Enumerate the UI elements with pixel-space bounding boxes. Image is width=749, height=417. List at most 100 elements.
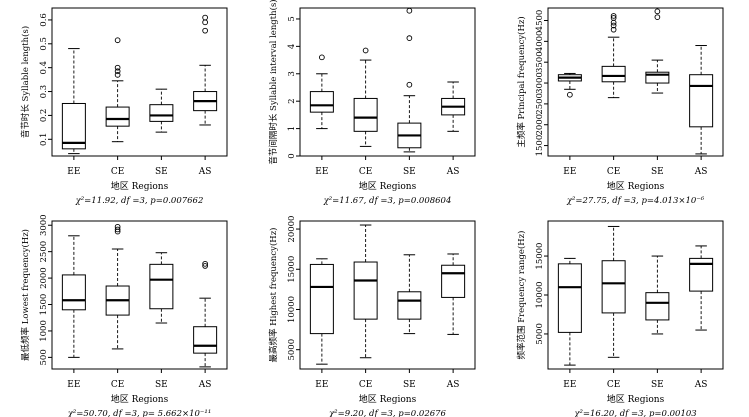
x-tick-label-as: AS xyxy=(446,380,460,390)
x-tick-label-se: SE xyxy=(403,380,416,390)
y-tick-label: 2000 xyxy=(535,114,545,136)
y-tick-label: 3000 xyxy=(39,214,49,236)
plot-frame xyxy=(51,7,228,157)
y-axis-title: 主频率 Principal frequency(Hz) xyxy=(516,16,527,147)
iqr-box xyxy=(309,91,334,113)
x-tick-label-ee: EE xyxy=(315,380,328,390)
box-ce xyxy=(353,47,378,147)
box-as xyxy=(689,45,714,155)
y-axis-title: 最低频率 Lowest frequency(Hz) xyxy=(20,229,31,361)
box-ee xyxy=(557,72,582,98)
plot-frame xyxy=(547,7,724,157)
box-ee xyxy=(61,235,86,358)
box-as xyxy=(689,245,714,331)
iqr-box xyxy=(689,74,714,128)
iqr-box xyxy=(557,263,582,333)
x-tick-label-ee: EE xyxy=(67,380,80,390)
box-as xyxy=(441,253,466,335)
iqr-box xyxy=(149,263,174,310)
y-tick-label: 10000 xyxy=(287,296,297,323)
y-tick-label: 0.3 xyxy=(39,85,49,99)
x-tick-label-as: AS xyxy=(198,167,212,177)
iqr-box xyxy=(105,106,130,127)
iqr-box xyxy=(309,263,334,335)
outlier-point xyxy=(202,27,208,34)
x-tick-label-as: AS xyxy=(694,167,708,177)
outlier-point xyxy=(610,26,617,33)
box-se xyxy=(397,254,422,335)
outlier-point xyxy=(567,91,573,98)
stat-line: χ²=50.70, df =3, p= 5.662×10⁻¹¹ xyxy=(67,409,211,417)
outlier-point xyxy=(406,7,413,14)
y-tick-label: 0 xyxy=(287,153,297,158)
y-tick-label: 500 xyxy=(39,349,49,365)
y-tick-label: 2000 xyxy=(39,267,49,289)
box-ce xyxy=(353,224,378,359)
box-as xyxy=(441,81,466,132)
outlier-point xyxy=(114,68,121,75)
y-tick-label: 1500 xyxy=(39,294,49,316)
iqr-box xyxy=(353,261,378,320)
y-tick-label: 5000 xyxy=(287,339,297,361)
outlier-point xyxy=(610,13,617,19)
y-tick-label: 5000 xyxy=(535,323,545,345)
y-tick-label: 4000 xyxy=(535,31,545,53)
iqr-box xyxy=(601,65,626,83)
x-tick-label-ce: CE xyxy=(111,380,124,390)
iqr-box xyxy=(601,260,626,314)
stat-line: χ²=11.92, df =3, p=0.007662 xyxy=(75,196,204,206)
y-axis-title: 频率范围 Frequency range(Hz) xyxy=(516,231,527,360)
outlier-point xyxy=(202,263,208,269)
iqr-box xyxy=(61,274,86,311)
outlier-point xyxy=(202,19,208,26)
y-axis-title: 最高频率 Highest frequency(Hz) xyxy=(268,227,279,362)
box-ee xyxy=(557,257,582,366)
box-ce xyxy=(601,225,626,358)
iqr-box xyxy=(689,257,714,292)
box-se xyxy=(149,252,174,324)
box-ee xyxy=(309,258,334,365)
outlier-point xyxy=(654,14,661,21)
x-tick-label-ee: EE xyxy=(315,167,328,177)
panel-d: 500 1000 1500 2000 2500 3000 最低频率 Lowest frequ… xyxy=(20,214,228,417)
y-tick-label: 15000 xyxy=(535,243,545,270)
plot-frame xyxy=(299,220,476,370)
iqr-box xyxy=(645,71,670,84)
x-axis-title: 地区 Regions xyxy=(607,393,665,405)
panel-f: 5000 10000 15000 频率范围 Frequency range(Hz) EE… xyxy=(516,220,724,417)
x-tick-label-se: SE xyxy=(651,380,664,390)
x-tick-label-ce: CE xyxy=(607,380,620,390)
x-axis-title: 地区 Regions xyxy=(359,393,417,405)
y-tick-label: 20000 xyxy=(287,216,297,243)
x-axis-title: 地区 Regions xyxy=(111,393,169,405)
x-tick-label-ce: CE xyxy=(607,167,620,177)
iqr-box xyxy=(61,102,86,150)
y-tick-label: 5 xyxy=(287,16,297,21)
y-tick-label: 1500 xyxy=(535,135,545,157)
y-tick-label: 3000 xyxy=(535,72,545,94)
x-tick-label-ee: EE xyxy=(67,167,80,177)
x-tick-label-as: AS xyxy=(694,380,708,390)
x-tick-label-se: SE xyxy=(155,167,168,177)
stat-line: χ²=11.67, df =3, p=0.008604 xyxy=(323,196,452,206)
outlier-point xyxy=(114,37,121,44)
plot-frame xyxy=(299,7,476,157)
box-se xyxy=(645,255,670,335)
outlier-point xyxy=(362,47,369,54)
box-se xyxy=(397,7,422,153)
box-ce xyxy=(105,37,130,143)
y-tick-label: 4500 xyxy=(535,10,545,32)
y-tick-label: 2500 xyxy=(39,241,49,263)
x-tick-label-as: AS xyxy=(198,380,212,390)
y-axis-title: 音节时长 Syllable length(s) xyxy=(20,26,31,138)
iqr-box xyxy=(397,291,422,320)
iqr-box xyxy=(149,104,174,122)
outlier-point xyxy=(610,15,617,21)
outlier-point xyxy=(654,8,661,15)
iqr-box xyxy=(645,292,670,321)
stat-line: χ²=9.20, df =3, p=0.02676 xyxy=(328,409,447,417)
y-tick-label: 0.1 xyxy=(39,133,49,147)
box-se xyxy=(149,88,174,133)
y-tick-label: 2500 xyxy=(535,93,545,115)
